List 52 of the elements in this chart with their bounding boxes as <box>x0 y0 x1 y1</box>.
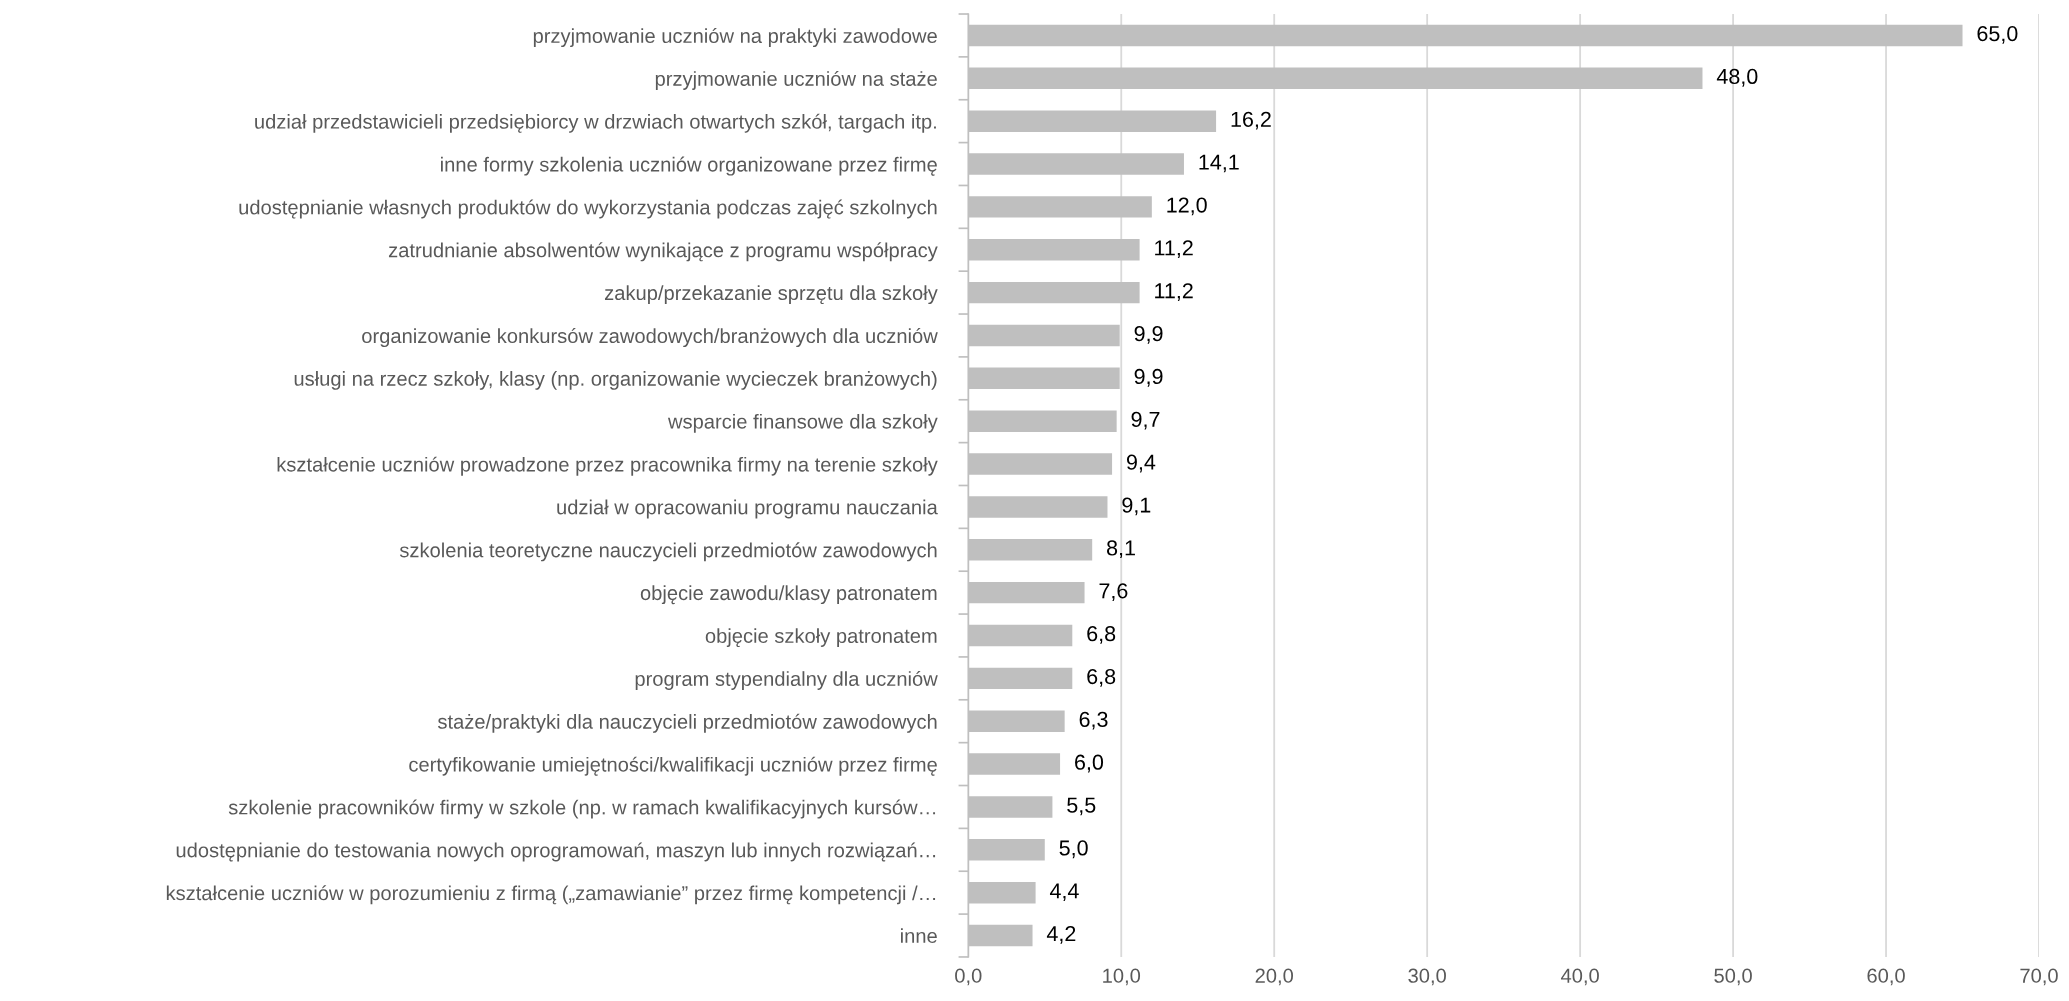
x-tick-label: 30,0 <box>1408 968 1446 986</box>
data-label: 6,0 <box>1075 754 1104 773</box>
y-tick-label: przyjmowanie uczniów na staże <box>655 70 937 90</box>
x-tick-label: 70,0 <box>2020 968 2058 986</box>
data-label: 9,4 <box>1126 454 1156 473</box>
y-tick-label: staże/praktyki dla nauczycieli przedmiotów zawodowych <box>437 713 937 733</box>
data-label: 4,4 <box>1049 883 1079 901</box>
data-label: 14,1 <box>1199 154 1239 173</box>
data-label: 9,1 <box>1122 497 1151 516</box>
data-label: 9,7 <box>1131 411 1160 430</box>
data-label: 65,0 <box>1977 25 2018 44</box>
x-tick-label: 0,0 <box>955 968 982 986</box>
data-label: 11,2 <box>1155 283 1193 301</box>
y-tick-label: wsparcie finansowe dla szkoły <box>667 413 938 433</box>
y-tick-label: certyfikowanie umiejętności/kwalifikacji uczniów przez firmę <box>409 756 937 776</box>
y-tick-label: szkolenie pracowników firmy w szkole (np. w ramach kwalifikacyjnych kursów… <box>228 799 936 819</box>
data-label: 5,5 <box>1067 797 1096 816</box>
y-tick-label: inne formy szkolenia uczniów organizowane przez firmę <box>441 156 937 176</box>
y-tick-label: kształcenie uczniów w porozumieniu z firmą („zamawianie” przez firmę kompetencji /… <box>166 885 936 905</box>
data-label: 4,2 <box>1046 926 1076 944</box>
y-tick-label: objęcie szkoły patronatem <box>705 628 937 647</box>
data-label: 16,2 <box>1231 111 1271 130</box>
x-tick-label: 60,0 <box>1867 968 1905 986</box>
x-tick-label: 20,0 <box>1255 968 1294 986</box>
data-label: 6,8 <box>1087 626 1116 644</box>
x-tick-label: 40,0 <box>1560 968 1599 986</box>
y-tick-label: kształcenie uczniów prowadzone przez pracownika firmy na terenie szkoły <box>277 456 938 476</box>
data-label: 48,0 <box>1716 68 1758 87</box>
y-tick-label: udział w opracowaniu programu nauczania <box>557 499 938 519</box>
y-tick-label: program stypendialny dla uczniów <box>635 670 938 690</box>
y-tick-label: udostępnianie własnych produktów do wykorzystania podczas zajęć szkolnych <box>239 199 937 219</box>
data-label: 6,3 <box>1079 711 1108 730</box>
x-tick-label: 50,0 <box>1714 968 1752 986</box>
data-label: 12,0 <box>1167 197 1207 216</box>
data-label: 6,8 <box>1087 668 1116 687</box>
y-tick-label: udział przedstawicieli przedsiębiorcy w drzwiach otwartych szkół, targach itp. <box>255 113 936 133</box>
y-tick-label: zakup/przekazanie sprzętu dla szkoły <box>604 285 938 305</box>
data-label: 5,0 <box>1059 840 1088 859</box>
y-tick-label: zatrudnianie absolwentów wynikające z programu współpracy <box>388 242 938 262</box>
data-label: 7,6 <box>1099 583 1128 601</box>
y-tick-label: usługi na rzecz szkoły, klasy (np. organizowanie wycieczek branżowych) <box>294 371 937 390</box>
data-label: 9,9 <box>1134 368 1163 387</box>
y-tick-label: organizowanie konkursów zawodowych/branżowych dla uczniów <box>362 328 938 348</box>
data-label: 9,9 <box>1134 326 1163 344</box>
data-label: 11,2 <box>1155 240 1193 259</box>
y-tick-label: objęcie zawodu/klasy patronatem <box>640 585 937 605</box>
y-tick-label: przyjmowanie uczniów na praktyki zawodowe <box>533 28 937 48</box>
y-tick-label: szkolenia teoretyczne nauczycieli przedmiotów zawodowych <box>399 542 937 562</box>
y-tick-label: udostępnianie do testowania nowych oprogramowań, maszyn lub innych rozwiązań… <box>176 842 936 862</box>
data-label: 8,1 <box>1107 540 1135 559</box>
x-tick-label: 10,0 <box>1103 968 1141 986</box>
y-tick-label: inne <box>901 928 937 944</box>
